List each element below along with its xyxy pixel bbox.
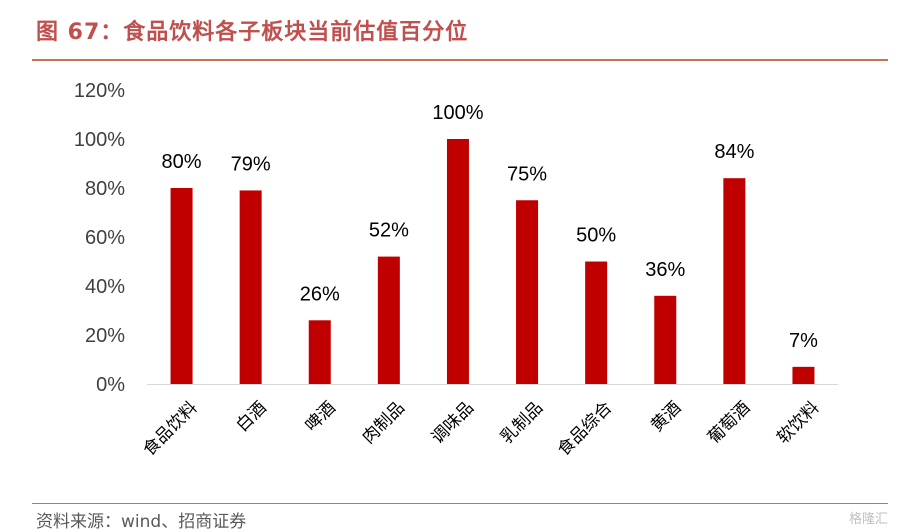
data-label: 36% [645,259,685,281]
y-tick-label: 40% [85,276,125,298]
y-tick-label: 100% [74,129,125,151]
data-label: 50% [576,225,616,247]
data-label: 79% [231,153,271,175]
category-label: 葡萄酒 [704,398,754,448]
y-tick-label: 120% [74,80,125,102]
y-tick-label: 80% [85,178,125,200]
category-label: 肉制品 [359,398,409,448]
category-label: 白酒 [232,398,270,436]
y-tick-label: 60% [85,227,125,249]
bar [516,200,539,384]
title-divider [32,59,888,61]
category-label: 黄酒 [647,398,685,436]
category-label: 软饮料 [773,398,823,448]
category-label: 食品综合 [554,398,616,460]
source-divider [32,503,888,504]
data-label: 26% [300,283,340,305]
data-label: 84% [714,141,754,163]
category-label: 调味品 [428,398,478,448]
category-label: 食品饮料 [139,398,201,460]
bar [585,261,608,384]
figure-title: 图 67：食品饮料各子板块当前估值百分位 [36,20,469,45]
bar [654,295,677,384]
data-label: 100% [432,102,483,124]
data-label: 75% [507,163,547,185]
data-label: 7% [789,330,818,352]
y-tick-label: 20% [85,325,125,347]
watermark: 格隆汇 [848,512,888,527]
bar [377,256,400,384]
data-label: 52% [369,220,409,242]
bar [308,320,331,384]
bar [239,190,262,384]
bar [446,139,469,384]
y-axis: 0% 20% 40% 60% 80% 100% 120% [74,80,125,396]
bar [723,178,746,384]
category-labels: 食品饮料 白酒 啤酒 肉制品 调味品 乳制品 食品综合 黄酒 葡萄酒 软饮料 [139,398,823,460]
data-label: 80% [162,151,202,173]
source-note: 资料来源：wind、招商证券 [36,512,247,532]
bar [170,188,193,384]
bar [792,366,815,384]
category-label: 乳制品 [497,398,547,448]
category-label: 啤酒 [302,398,340,436]
data-labels: 80% 79% 26% 52% 100% 75% 50% 36% 84% 7% [162,102,819,352]
bars [170,139,815,384]
y-tick-label: 0% [96,374,125,396]
